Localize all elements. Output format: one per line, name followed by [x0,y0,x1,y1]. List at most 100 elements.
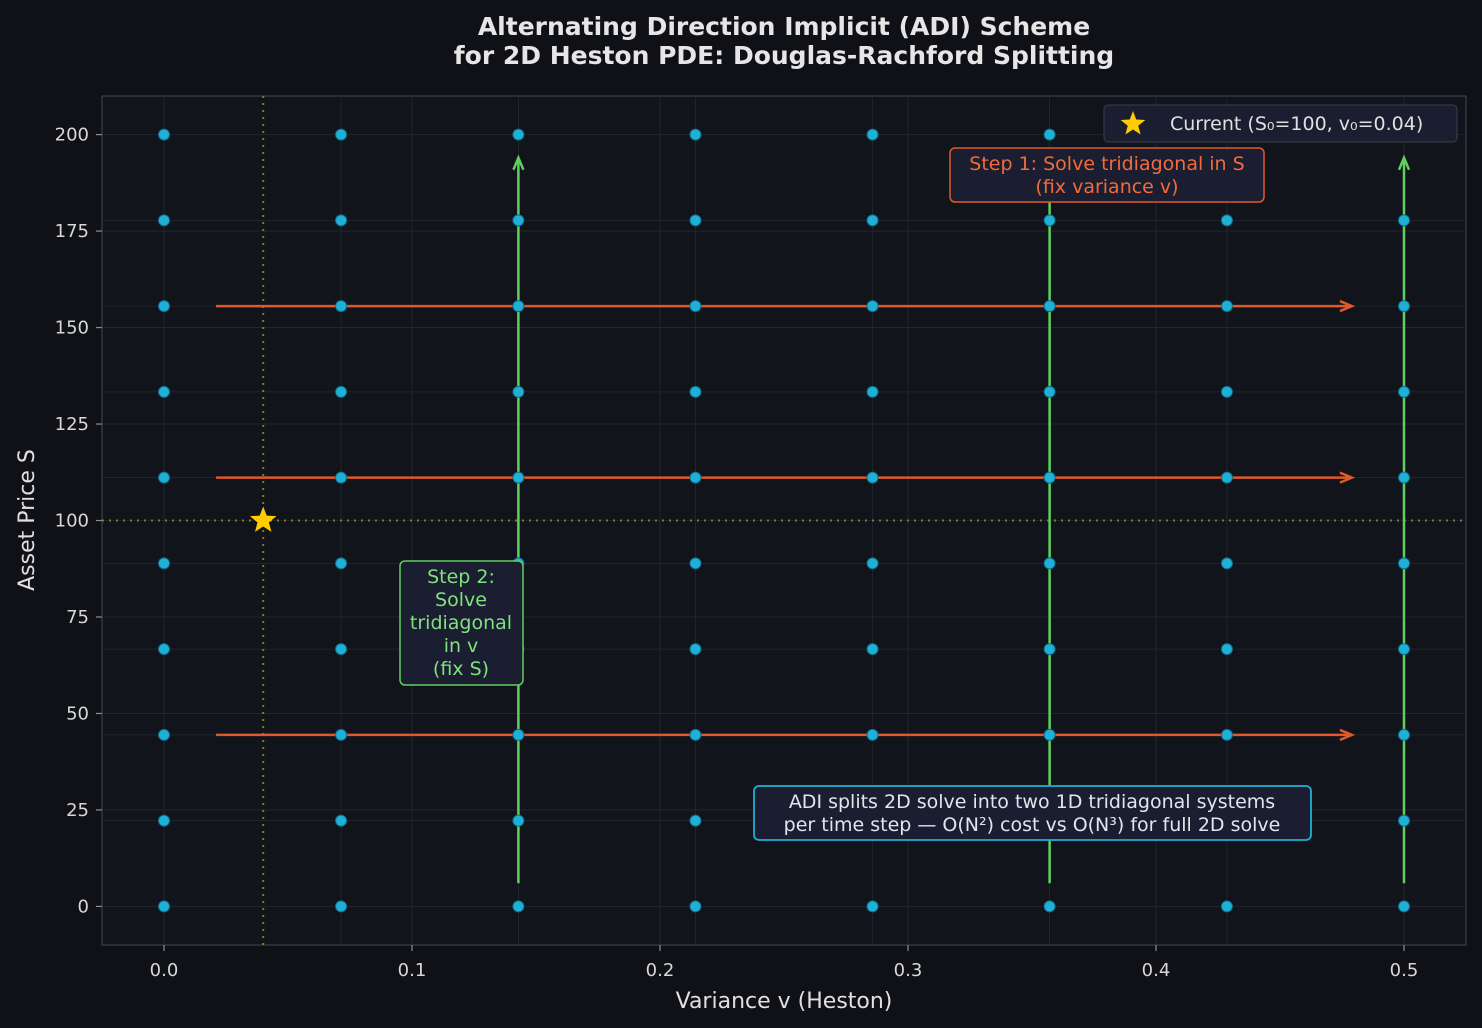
grid-node [1043,471,1056,484]
grid-node [1220,214,1233,227]
grid-node [1043,385,1056,398]
grid-node [158,471,170,484]
grid-node [1220,643,1233,656]
note-box [753,785,1312,841]
y-axis-label: Asset Price S [15,449,40,591]
step2-line-3: tridiagonal [410,612,512,634]
grid-node [689,814,702,827]
grid-node [1043,900,1056,913]
grid-node [1043,128,1056,141]
y-tick-label: 50 [66,703,89,724]
grid-node [866,385,879,398]
y-tick-label: 125 [55,414,89,435]
grid-node [1220,728,1233,741]
grid-node [158,728,170,741]
grid-node [1398,900,1410,913]
y-tick-label: 100 [55,511,89,532]
grid-node [866,214,879,227]
grid-node [1043,728,1056,741]
grid-node [335,300,348,313]
grid-node [1043,300,1056,313]
grid-node [335,385,348,398]
x-tick-label: 0.1 [398,960,427,981]
step2-annotation: Step 2: Solve tridiagonal in v (fix S) [399,560,524,686]
step1-box [949,147,1265,203]
grid-node [512,471,525,484]
grid-node [335,471,348,484]
grid-node [512,728,525,741]
y-tick-label: 200 [55,125,89,146]
grid-node [866,471,879,484]
grid-node [512,900,525,913]
grid-node [1398,814,1410,827]
x-tick-label: 0.3 [894,960,923,981]
current-point-star [249,506,277,532]
step1-line-1: Step 1: Solve tridiagonal in S [969,153,1244,175]
x-tick-label: 0.4 [1142,960,1171,981]
grid-node [1220,385,1233,398]
y-tick-label: 0 [78,896,89,917]
grid-node [335,557,348,570]
grid-node [1398,643,1410,656]
step2-line-2: Solve [435,589,487,611]
grid-node [158,128,170,141]
axis-ticks: 0.0 0.1 0.2 0.3 0.4 0.5 0 25 50 75 100 125 150 175 200 [55,125,1419,981]
legend: Current (S₀=100, v₀=0.04) [1103,104,1458,143]
grid-node [689,214,702,227]
s-sweep-arrowhead [1339,299,1356,313]
grid-node [689,557,702,570]
grid-node [335,728,348,741]
grid-node [866,128,879,141]
grid-node [512,300,525,313]
grid-node [1220,557,1233,570]
grid-node [512,214,525,227]
grid-node [1398,557,1410,570]
grid-node [512,385,525,398]
grid-node [1398,471,1410,484]
grid-node [335,900,348,913]
y-tick-label: 175 [55,221,89,242]
grid-node [1398,300,1410,313]
grid-node [689,471,702,484]
complexity-note: ADI splits 2D solve into two 1D tridiago… [753,785,1312,841]
grid-node [158,300,170,313]
grid-node [1043,214,1056,227]
v-sweep-arrowhead [512,154,525,171]
step2-box [399,560,524,686]
grid-node [1220,471,1233,484]
current-reference-lines [102,96,1466,945]
sweep-arrows [216,154,1411,884]
grid-node [158,643,170,656]
grid-node [1043,557,1056,570]
y-tick-label: 75 [66,607,89,628]
note-line-2: per time step — O(N²) cost vs O(N³) for … [784,814,1281,836]
grid-node [1398,214,1410,227]
x-tick-label: 0.0 [150,960,179,981]
s-sweep-arrowhead [1339,728,1356,742]
x-tick-label: 0.2 [646,960,675,981]
grid-node [512,128,525,141]
y-tick-label: 150 [55,318,89,339]
grid-node [335,214,348,227]
grid-node [158,385,170,398]
grid-node [1398,728,1410,741]
grid-node [689,900,702,913]
grid-node [1398,385,1410,398]
s-sweep-arrowhead [1339,471,1356,484]
step1-annotation: Step 1: Solve tridiagonal in S (fix vari… [949,147,1265,203]
x-axis-label: Variance v (Heston) [676,989,893,1014]
grid-node [335,643,348,656]
step2-line-4: in v [444,635,479,657]
chart-title-line-1: Alternating Direction Implicit (ADI) Sch… [478,12,1090,41]
x-tick-label: 0.5 [1390,960,1419,981]
grid-node [158,557,170,570]
grid-node [512,814,525,827]
grid-node [1220,300,1233,313]
grid-node [689,300,702,313]
grid-node [689,385,702,398]
grid-node [866,728,879,741]
grid-node [866,300,879,313]
grid-node [1220,900,1233,913]
grid-node [689,128,702,141]
